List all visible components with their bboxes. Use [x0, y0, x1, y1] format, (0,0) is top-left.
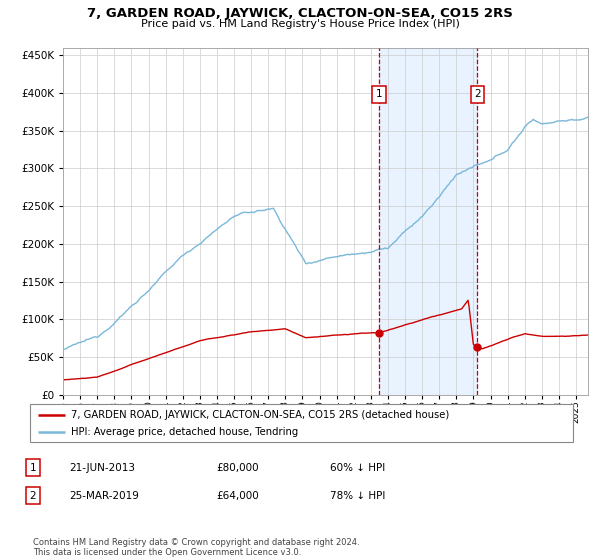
Text: 60% ↓ HPI: 60% ↓ HPI	[330, 463, 385, 473]
Text: Contains HM Land Registry data © Crown copyright and database right 2024.
This d: Contains HM Land Registry data © Crown c…	[33, 538, 359, 557]
Text: 2: 2	[29, 491, 37, 501]
Text: 78% ↓ HPI: 78% ↓ HPI	[330, 491, 385, 501]
Text: £64,000: £64,000	[216, 491, 259, 501]
Text: 25-MAR-2019: 25-MAR-2019	[69, 491, 139, 501]
Bar	[379, 48, 478, 395]
Text: HPI: Average price, detached house, Tendring: HPI: Average price, detached house, Tend…	[71, 427, 298, 437]
Text: 1: 1	[29, 463, 37, 473]
Text: 2: 2	[474, 90, 481, 100]
Text: 21-JUN-2013: 21-JUN-2013	[69, 463, 135, 473]
Text: Price paid vs. HM Land Registry's House Price Index (HPI): Price paid vs. HM Land Registry's House …	[140, 19, 460, 29]
Text: £80,000: £80,000	[216, 463, 259, 473]
FancyBboxPatch shape	[30, 404, 573, 442]
Text: 1: 1	[376, 90, 382, 100]
Text: 7, GARDEN ROAD, JAYWICK, CLACTON-ON-SEA, CO15 2RS (detached house): 7, GARDEN ROAD, JAYWICK, CLACTON-ON-SEA,…	[71, 409, 449, 419]
Text: 7, GARDEN ROAD, JAYWICK, CLACTON-ON-SEA, CO15 2RS: 7, GARDEN ROAD, JAYWICK, CLACTON-ON-SEA,…	[87, 7, 513, 20]
